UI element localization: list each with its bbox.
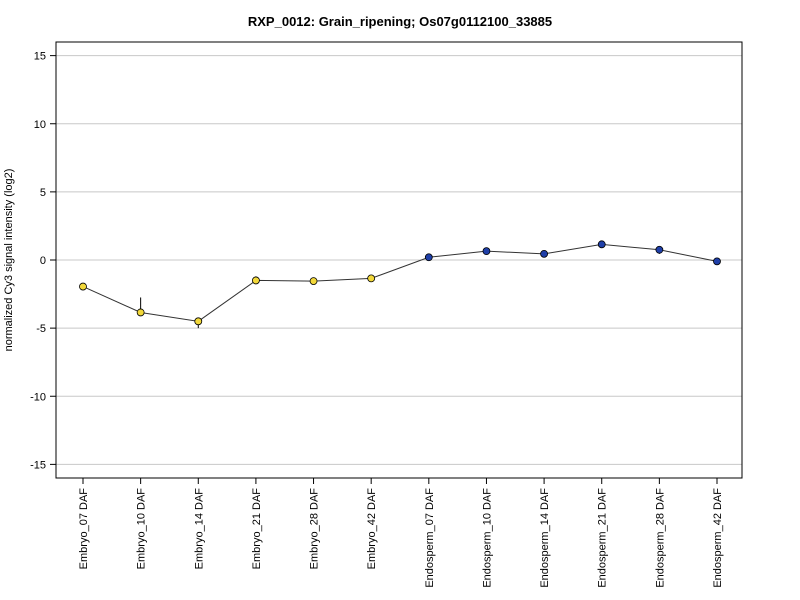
data-point <box>367 274 376 283</box>
y-tick-label: 0 <box>40 255 46 267</box>
data-point <box>655 245 664 254</box>
y-tick-label: 5 <box>40 187 46 199</box>
x-tick-label: Embryo_07 DAF <box>78 488 90 570</box>
x-tick-label: Endosperm_21 DAF <box>597 488 609 588</box>
error-bars <box>140 242 660 329</box>
y-tick-label: -5 <box>36 323 46 335</box>
x-tick-label: Endosperm_28 DAF <box>654 488 666 588</box>
data-point <box>482 247 491 256</box>
y-axis-label: normalized Cy3 signal intensity (log2) <box>3 169 15 352</box>
x-tick-label: Embryo_42 DAF <box>366 488 378 570</box>
data-point <box>252 276 260 285</box>
x-tick-label: Embryo_10 DAF <box>136 488 148 570</box>
x-axis: Embryo_07 DAF Embryo_10 DAF Embryo_14 DAF E… <box>78 478 724 588</box>
y-tick-label: 10 <box>34 119 46 131</box>
series-line <box>82 243 718 322</box>
data-points <box>79 240 721 326</box>
data-point <box>309 277 318 286</box>
x-tick-label: Endosperm_10 DAF <box>481 488 493 588</box>
y-axis: -15 -10 -5 0 5 10 15 <box>30 51 56 471</box>
data-point <box>540 249 548 258</box>
series-polyline <box>82 243 718 322</box>
data-point <box>713 257 721 266</box>
data-point <box>597 240 606 249</box>
x-tick-label: Embryo_14 DAF <box>193 488 205 570</box>
data-point <box>424 253 433 262</box>
x-tick-label: Endosperm_42 DAF <box>712 488 724 588</box>
y-tick-label: -10 <box>30 391 46 403</box>
x-tick-label: Endosperm_07 DAF <box>424 488 436 588</box>
x-tick-label: Endosperm_14 DAF <box>539 488 551 588</box>
x-tick-label: Embryo_21 DAF <box>251 488 263 570</box>
x-tick-label: Embryo_28 DAF <box>309 488 321 570</box>
chart-title: RXP_0012: Grain_ripening; Os07g0112100_3… <box>248 14 552 29</box>
y-tick-label: -15 <box>30 459 46 471</box>
data-point <box>194 317 203 326</box>
y-tick-label: 15 <box>34 51 46 63</box>
data-point <box>136 308 145 317</box>
data-point <box>79 282 87 291</box>
grid-lines <box>56 55 742 465</box>
